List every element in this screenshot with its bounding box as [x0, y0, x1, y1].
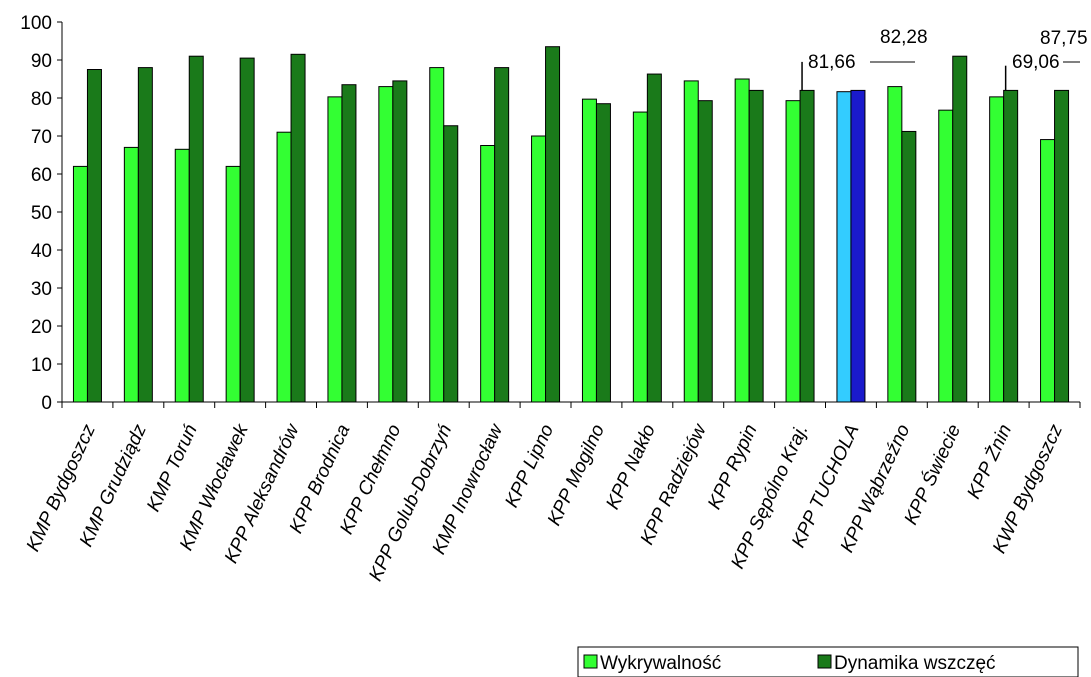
bar-dynamika	[799, 89, 815, 403]
bar-dynamika	[595, 103, 611, 403]
bar-dynamika	[290, 53, 306, 403]
data-label: 69,06	[1012, 52, 1060, 73]
legend-label-wykrywalnosc: Wykrywalność	[600, 653, 721, 674]
bar-dynamika	[494, 67, 510, 403]
bar-dynamika	[901, 130, 917, 403]
data-label: 81,66	[808, 52, 856, 73]
bar-dynamika	[341, 84, 357, 403]
bar-dynamika	[443, 125, 459, 403]
bar-wykrywalnosc	[123, 146, 139, 403]
y-tick-label: 40	[31, 241, 52, 262]
category-label: KPP Żnin	[964, 421, 1017, 502]
bar-dynamika	[646, 73, 662, 403]
bar-wykrywalnosc	[531, 135, 547, 403]
category-label: KPP Rypin	[704, 421, 762, 513]
y-tick-label: 100	[20, 13, 52, 34]
bar-wykrywalnosc	[887, 86, 903, 403]
bar-wykrywalnosc	[327, 96, 343, 403]
bar-wykrywalnosc	[734, 78, 750, 403]
bar-wykrywalnosc	[581, 98, 597, 403]
bar-dynamika	[137, 67, 153, 403]
bar-wykrywalnosc	[225, 165, 241, 403]
bar-dynamika	[697, 100, 713, 403]
y-tick-label: 0	[41, 393, 52, 414]
bar-dynamika	[952, 55, 968, 403]
bar-wykrywalnosc	[378, 86, 394, 403]
bar-wykrywalnosc	[276, 131, 292, 403]
category-label: KPP Nakło	[602, 421, 660, 513]
y-tick-label: 50	[31, 203, 52, 224]
bar-wykrywalnosc	[938, 109, 954, 403]
bar-wykrywalnosc	[836, 91, 852, 403]
bar-wykrywalnosc	[72, 165, 88, 403]
bar-dynamika	[850, 89, 866, 403]
bar-wykrywalnosc	[785, 100, 801, 403]
legend-swatch-dynamika	[817, 654, 832, 669]
y-tick-label: 30	[31, 279, 52, 300]
y-tick-label: 10	[31, 355, 52, 376]
bar-dynamika	[1054, 89, 1070, 403]
bar-dynamika	[239, 57, 255, 403]
y-tick-label: 90	[31, 51, 52, 72]
bar-dynamika	[1003, 89, 1019, 403]
y-tick-label: 80	[31, 89, 52, 110]
bar-wykrywalnosc	[989, 96, 1005, 403]
category-label: KPP Lipno	[501, 421, 558, 511]
bar-wykrywalnosc	[429, 67, 445, 403]
bar-dynamika	[748, 89, 764, 403]
bar-wykrywalnosc	[1040, 139, 1056, 403]
y-tick-label: 60	[31, 165, 52, 186]
y-tick-label: 20	[31, 317, 52, 338]
bar-dynamika	[188, 55, 204, 403]
y-tick-label: 70	[31, 127, 52, 148]
bar-dynamika	[392, 80, 408, 403]
data-label: 87,75	[1040, 28, 1088, 49]
bar-wykrywalnosc	[632, 111, 648, 403]
legend-label-dynamika: Dynamika wszczęć	[834, 653, 996, 674]
category-label: KMP Toruń	[143, 421, 202, 515]
bar-wykrywalnosc	[174, 148, 190, 403]
bar-wykrywalnosc	[480, 145, 496, 403]
bar-dynamika	[545, 46, 561, 403]
bar-wykrywalnosc	[683, 80, 699, 403]
bar-dynamika	[86, 69, 102, 403]
data-label: 82,28	[880, 27, 928, 48]
legend-swatch-wykrywalnosc	[583, 654, 598, 669]
